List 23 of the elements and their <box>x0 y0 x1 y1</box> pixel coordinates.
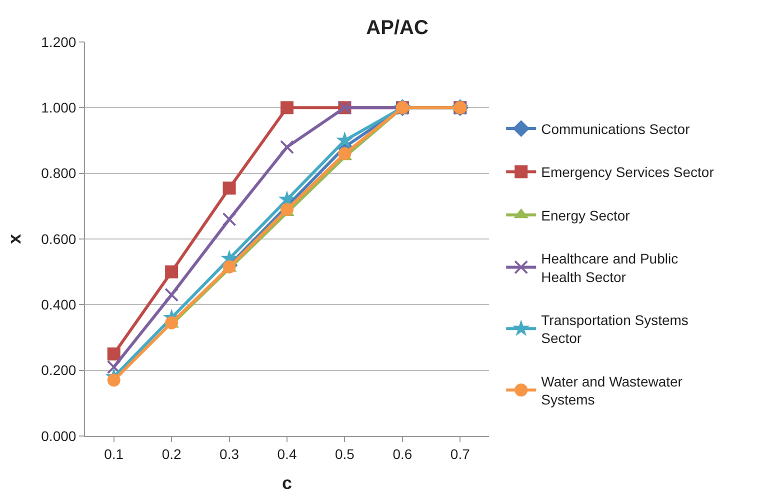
legend-label: Transportation Systems Sector <box>541 312 688 346</box>
x-tick-label: 0.2 <box>162 446 182 462</box>
y-tick-label: 0.200 <box>41 362 76 378</box>
y-tick-label: 0.600 <box>41 230 76 247</box>
legend-label: Energy Sector <box>541 207 630 224</box>
x-tick-label: 0.7 <box>450 446 470 462</box>
y-tick-label: 1.000 <box>41 100 76 116</box>
x-axis-title: c <box>282 472 292 493</box>
legend-label: Water and Wastewater Systems <box>541 373 683 408</box>
chart-title: AP/AC <box>366 17 428 40</box>
y-axis-title: x <box>4 234 24 244</box>
y-tick-label: 1.200 <box>41 34 76 50</box>
x-tick-label: 0.5 <box>334 446 355 462</box>
legend-label: Healthcare and Public Health Sector <box>541 250 678 285</box>
y-tick-label: 0.800 <box>41 165 76 182</box>
x-tick-label: 0.3 <box>220 446 240 462</box>
legend-label: Emergency Services Sector <box>541 164 714 180</box>
y-tick-label: 0.000 <box>41 428 76 444</box>
x-tick-label: 0.1 <box>104 446 124 462</box>
x-tick-label: 0.6 <box>392 446 412 462</box>
x-tick-label: 0.4 <box>277 446 297 462</box>
legend-label: Communications Sector <box>541 120 690 137</box>
y-tick-label: 0.400 <box>41 296 76 313</box>
